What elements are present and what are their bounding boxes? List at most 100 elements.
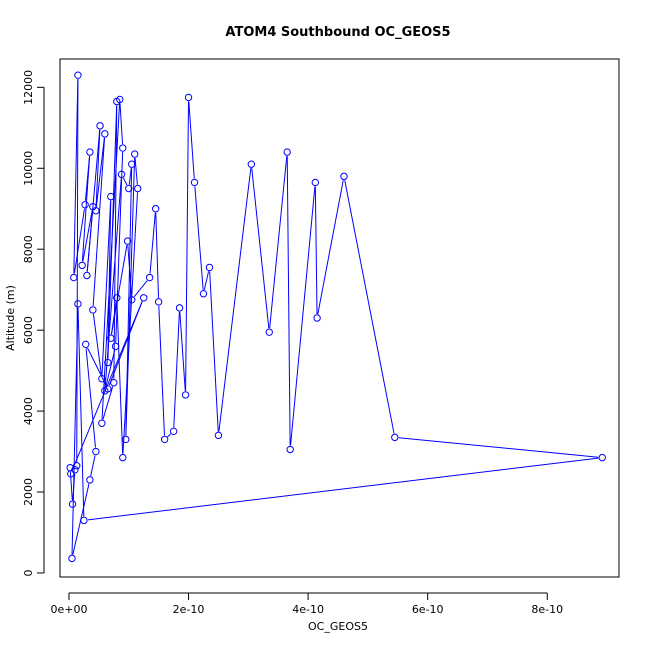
data-point: [190, 178, 199, 187]
data-point: [80, 516, 88, 525]
data-point: [131, 150, 139, 158]
series-line-segment: [81, 156, 91, 262]
series-line-segment: [122, 192, 138, 454]
series-line-segment: [286, 156, 291, 446]
chart-title: ATOM4 Southbound OC_GEOS5: [225, 25, 450, 40]
data-point: [265, 328, 273, 336]
x-tick-label: 8e-10: [531, 603, 563, 616]
data-point: [101, 130, 109, 138]
series-line-segment: [173, 311, 180, 428]
data-point: [116, 95, 124, 104]
data-point: [86, 476, 94, 484]
data-point: [68, 554, 76, 563]
series-line-segment: [73, 79, 79, 274]
plot-box: [59, 58, 620, 578]
series-line-segment: [92, 137, 106, 306]
y-tick-label: 0: [22, 569, 35, 576]
data-point: [119, 453, 127, 462]
data-point: [74, 71, 82, 79]
data-point: [104, 358, 112, 367]
data-point: [68, 500, 77, 508]
series-line-segment: [101, 200, 112, 375]
series-line-segment: [314, 186, 318, 315]
data-point: [89, 306, 97, 314]
series-line-segment: [82, 210, 93, 262]
data-point: [205, 263, 214, 272]
series-line-segment: [188, 101, 195, 179]
y-tick-label: 2000: [22, 478, 35, 506]
series-line-segment: [105, 350, 116, 388]
data-point: [81, 200, 89, 209]
data-point: [113, 294, 121, 302]
data-point: [107, 192, 115, 201]
data-point: [110, 379, 118, 387]
plot-area: [66, 71, 606, 563]
data-point: [128, 160, 136, 168]
data-point: [111, 342, 120, 351]
series-line-segment: [344, 180, 395, 434]
data-point: [107, 334, 115, 342]
series-line-segment: [185, 101, 189, 391]
data-point: [391, 433, 399, 442]
data-point: [92, 447, 100, 456]
series-line-segment: [101, 103, 121, 420]
y-tick-label: 8000: [22, 235, 35, 263]
series-line-segment: [71, 307, 79, 555]
data-point: [169, 427, 178, 436]
series-line-segment: [218, 168, 252, 432]
data-point: [145, 273, 154, 282]
data-point: [119, 144, 127, 152]
data-point: [175, 304, 184, 312]
series-line-segment: [203, 271, 210, 290]
series-line-segment: [398, 437, 599, 458]
series-line-segment: [209, 271, 219, 432]
series-line-segment: [95, 137, 105, 207]
y-tick-label: 6000: [22, 316, 35, 344]
axes: 0e+00 2e-10 4e-10 6e-10 8e-10 0 2000 4000 6000 80…: [22, 58, 620, 616]
data-point: [311, 178, 319, 187]
series-line-segment: [69, 471, 73, 501]
series-line-segment: [167, 433, 171, 438]
series-line-segment: [116, 301, 124, 454]
series-line-segment: [127, 245, 132, 296]
series-line-segment: [179, 311, 186, 391]
data-point: [96, 122, 104, 130]
data-point: [181, 391, 190, 399]
x-axis-title: OC_GEOS5: [308, 620, 368, 633]
series-line-segment: [317, 180, 344, 315]
series-line-segment: [128, 168, 132, 185]
x-tick-label: 2e-10: [173, 603, 205, 616]
series-line-segment: [269, 156, 288, 329]
series-line-segment: [86, 129, 101, 272]
series-line-segment: [111, 244, 128, 335]
data-point: [122, 435, 130, 444]
data-point: [134, 184, 142, 193]
data-point: [154, 298, 163, 306]
data-point: [98, 419, 106, 427]
series-line-segment: [113, 105, 118, 379]
data-point: [86, 148, 94, 156]
data-point: [71, 466, 79, 474]
data-point: [67, 470, 75, 478]
series-line-segment: [90, 455, 96, 477]
series-line-segment: [149, 212, 156, 274]
series-line-segment: [133, 280, 148, 297]
x-tick-label: 6e-10: [412, 603, 444, 616]
series-line-segment: [95, 129, 101, 207]
series-line-segment: [194, 186, 204, 290]
data-point: [214, 431, 223, 440]
series-line-segment: [119, 103, 124, 145]
data-point: [598, 453, 606, 462]
series-line-segment: [155, 212, 160, 298]
x-tick-label: 0e+00: [50, 603, 87, 616]
data-point: [247, 160, 256, 168]
series-line-segment: [122, 177, 128, 186]
data-point: [184, 93, 193, 102]
data-point: [104, 385, 112, 393]
data-point: [82, 340, 90, 349]
data-point: [313, 314, 321, 322]
series-line-segment: [77, 307, 85, 517]
series-line-segment: [87, 457, 599, 521]
data-point: [199, 290, 208, 298]
